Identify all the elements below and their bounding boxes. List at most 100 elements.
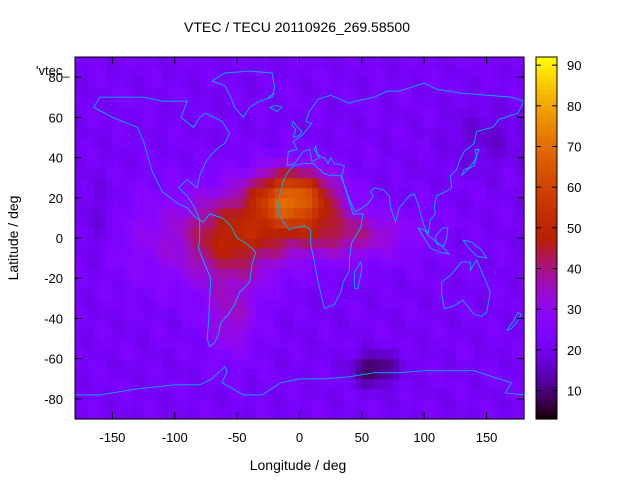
heatmap-cell: [499, 67, 506, 78]
heatmap-cell: [137, 378, 145, 390]
heatmap-cell: [393, 57, 400, 68]
heatmap-cell: [449, 298, 457, 309]
heatmap-cell: [336, 217, 344, 229]
heatmap-cell: [149, 278, 157, 289]
heatmap-cell: [112, 97, 120, 108]
heatmap-cell: [168, 107, 176, 118]
heatmap-cell: [255, 268, 263, 279]
heatmap-cell: [349, 388, 357, 400]
heatmap-cell: [149, 127, 157, 139]
heatmap-cell: [336, 298, 344, 309]
heatmap-cell: [162, 408, 170, 420]
heatmap-cell: [124, 248, 132, 259]
colorbar-segment: [536, 149, 557, 155]
heatmap-cell: [361, 358, 369, 370]
y-tick-label: -80: [44, 392, 63, 407]
heatmap-cell: [162, 238, 170, 249]
heatmap-cell: [124, 157, 132, 169]
heatmap-cell: [411, 328, 419, 340]
heatmap-cell: [87, 338, 95, 350]
heatmap-cell: [174, 67, 182, 78]
heatmap-cell: [81, 398, 89, 410]
heatmap-cell: [399, 167, 407, 179]
heatmap-cell: [293, 67, 301, 78]
heatmap-cell: [87, 368, 95, 380]
heatmap-cell: [181, 117, 188, 128]
heatmap-cell: [474, 187, 481, 199]
heatmap-cell: [230, 358, 238, 370]
heatmap-cell: [436, 308, 444, 320]
heatmap-cell: [349, 308, 357, 320]
heatmap-cell: [405, 107, 413, 118]
heatmap-cell: [268, 278, 276, 289]
heatmap-cell: [287, 57, 294, 68]
heatmap-cell: [174, 338, 182, 350]
heatmap-cell: [293, 77, 301, 88]
heatmap-cell: [361, 217, 369, 229]
heatmap-cell: [449, 97, 457, 108]
heatmap-cell: [436, 77, 444, 88]
heatmap-cell: [374, 187, 382, 199]
heatmap-cell: [486, 147, 494, 159]
heatmap-cell: [330, 378, 338, 390]
heatmap-cell: [131, 358, 138, 370]
heatmap-cell: [255, 328, 263, 340]
heatmap-cell: [106, 97, 114, 108]
heatmap-cell: [118, 87, 126, 98]
heatmap-cell: [212, 187, 220, 199]
heatmap-cell: [106, 57, 114, 68]
heatmap-cell: [124, 107, 132, 118]
heatmap-cell: [93, 187, 101, 199]
heatmap-cell: [386, 87, 394, 98]
heatmap-cell: [349, 157, 357, 169]
heatmap-cell: [492, 278, 500, 289]
heatmap-cell: [137, 77, 145, 88]
heatmap-cell: [517, 227, 525, 239]
heatmap-cell: [393, 227, 400, 239]
heatmap-cell: [268, 217, 276, 229]
heatmap-cell: [187, 258, 195, 269]
heatmap-cell: [393, 67, 400, 78]
heatmap-cell: [243, 147, 251, 159]
heatmap-cell: [393, 258, 400, 269]
heatmap-cell: [268, 398, 276, 410]
heatmap-cell: [299, 77, 307, 88]
heatmap-cell: [243, 288, 251, 299]
colorbar-segment: [536, 386, 557, 392]
heatmap-cell: [492, 338, 500, 350]
heatmap-cell: [330, 147, 338, 159]
colorbar-tick-label: 10: [567, 384, 581, 399]
heatmap-cell: [499, 258, 506, 269]
heatmap-cell: [486, 67, 494, 78]
heatmap-cell: [237, 308, 244, 320]
heatmap-cell: [311, 77, 319, 88]
heatmap-cell: [299, 258, 307, 269]
heatmap-cell: [474, 167, 481, 179]
heatmap-cell: [299, 348, 307, 360]
heatmap-cell: [218, 157, 226, 169]
colorbar-frame: [535, 56, 558, 420]
heatmap-cell: [99, 137, 107, 149]
heatmap-cell: [324, 187, 332, 199]
heatmap-cell: [124, 318, 132, 330]
heatmap-cell: [293, 207, 301, 219]
heatmap-cell: [436, 328, 444, 340]
heatmap-cell: [380, 187, 388, 199]
heatmap-cell: [430, 227, 438, 239]
heatmap-cell: [131, 248, 138, 259]
heatmap-cell: [399, 67, 407, 78]
heatmap-cell: [355, 378, 363, 390]
heatmap-cell: [368, 217, 375, 229]
heatmap-cell: [262, 358, 269, 370]
heatmap-cell: [124, 278, 132, 289]
heatmap-cell: [218, 338, 226, 350]
heatmap-cell: [386, 127, 394, 139]
heatmap-cell: [380, 177, 388, 189]
heatmap-cell: [249, 358, 257, 370]
heatmap-cell: [162, 258, 170, 269]
heatmap-cell: [106, 157, 114, 169]
heatmap-cell: [274, 127, 282, 139]
heatmap-cell: [237, 348, 244, 360]
heatmap-cell: [480, 288, 488, 299]
heatmap-cell: [237, 127, 244, 139]
